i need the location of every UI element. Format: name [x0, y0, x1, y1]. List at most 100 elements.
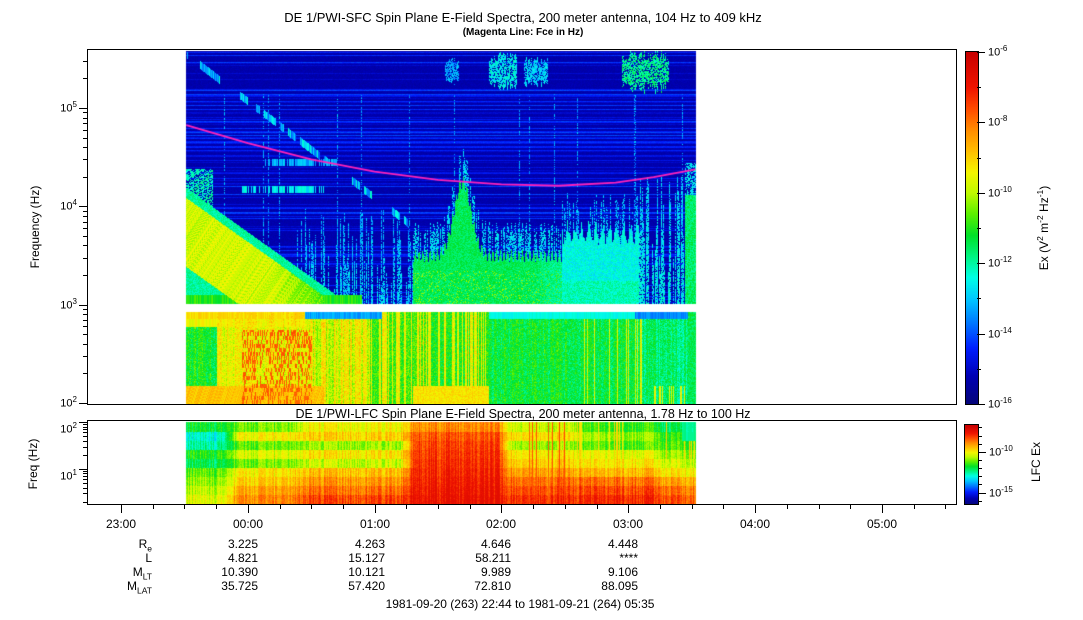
ephemeris-value: 10.121	[348, 565, 385, 579]
sfc-title: DE 1/PWI-SFC Spin Plane E-Field Spectra,…	[284, 10, 762, 25]
time-tick-minor	[945, 505, 946, 509]
time-tick-major	[628, 505, 629, 513]
lfc-cbar-tick-minor	[978, 460, 982, 461]
sfc-ytick-minor	[83, 309, 88, 310]
sfc-cbar-tick-minor	[977, 158, 981, 159]
ephemeris-value: 57.420	[348, 579, 385, 593]
time-tick-label: 02:00	[485, 517, 517, 531]
sfc-cbar-tick-label: 10-6	[988, 44, 1008, 59]
sfc-cbar-tick-label: 10-10	[988, 185, 1012, 200]
time-tick-label: 04:00	[739, 517, 771, 531]
time-tick-minor	[184, 505, 185, 509]
sfc-ytick-major	[79, 108, 88, 109]
time-tick-minor	[280, 505, 281, 509]
lfc-cbar-tick-label: 10-15	[989, 485, 1013, 500]
sfc-ytick-minor	[83, 314, 88, 315]
sfc-cbar-tick-label: 10-16	[988, 396, 1012, 411]
ephemeris-value: 72.810	[474, 579, 511, 593]
time-tick-minor	[470, 505, 471, 509]
time-tick-label: 01:00	[359, 517, 391, 531]
lfc-ytick-minor	[83, 436, 88, 437]
lfc-cbar-tick-minor	[978, 501, 982, 502]
lfc-ytick-minor	[83, 488, 88, 489]
sfc-ytick-minor	[83, 222, 88, 223]
sfc-colorbar-label: Ex (V2 m-2 Hz-1)	[1035, 185, 1051, 271]
sfc-cbar-tick-label: 10-8	[988, 114, 1008, 129]
lfc-y-axis-label: Freq (Hz)	[26, 438, 40, 490]
lfc-cbar-tick-minor	[978, 444, 982, 445]
ephemeris-value: 4.263	[354, 537, 385, 551]
sfc-ytick-label: 103	[60, 297, 77, 312]
ephemeris-value: 4.821	[227, 551, 258, 565]
sfc-ytick-minor	[83, 326, 88, 327]
lfc-colorbar-canvas	[965, 425, 978, 504]
lfc-ytick-minor	[83, 427, 88, 428]
sfc-cbar-tick-major	[977, 404, 985, 405]
lfc-cbar-tick-label: 10-10	[989, 444, 1013, 459]
time-tick-major	[248, 505, 249, 513]
sfc-ytick-minor	[83, 228, 88, 229]
lfc-ytick-label: 101	[60, 468, 77, 483]
lfc-ytick-minor	[83, 424, 88, 425]
lfc-cbar-tick-minor	[978, 484, 982, 485]
lfc-ytick-minor	[83, 479, 88, 480]
sfc-ytick-minor	[83, 245, 88, 246]
sfc-ytick-minor	[83, 123, 88, 124]
ephemeris-value: 15.127	[348, 551, 385, 565]
sfc-cbar-tick-major	[977, 263, 985, 264]
lfc-ytick-minor	[83, 471, 88, 472]
time-tick-minor	[343, 505, 344, 509]
ephemeris-value: 35.725	[221, 579, 258, 593]
sfc-ytick-label: 105	[60, 100, 77, 115]
sfc-cbar-tick-minor	[977, 228, 981, 229]
sfc-ytick-minor	[83, 61, 88, 62]
sfc-ytick-label: 104	[60, 198, 77, 213]
ephemeris-value: 10.390	[221, 565, 258, 579]
time-tick-major	[121, 505, 122, 513]
sfc-ytick-minor	[83, 112, 88, 113]
lfc-cbar-tick-minor	[978, 476, 982, 477]
sfc-colorbar-canvas	[966, 52, 978, 404]
time-tick-label: 23:00	[105, 517, 137, 531]
time-tick-minor	[565, 505, 566, 509]
ephemeris-value: 88.095	[601, 579, 638, 593]
lfc-ytick-major	[79, 422, 88, 423]
lfc-ytick-minor	[83, 473, 88, 474]
ephemeris-value: 3.225	[227, 537, 258, 551]
ephemeris-value: 9.989	[480, 565, 511, 579]
sfc-cbar-tick-minor	[977, 369, 981, 370]
lfc-ytick-minor	[83, 447, 88, 448]
sfc-ytick-minor	[83, 258, 88, 259]
sfc-cbar-tick-major	[977, 334, 985, 335]
ephemeris-value: 4.448	[607, 537, 638, 551]
time-tick-minor	[819, 505, 820, 509]
lfc-ytick-major	[79, 469, 88, 470]
ephemeris-row-label: MLAT	[127, 579, 152, 596]
time-tick-minor	[850, 505, 851, 509]
time-tick-label: 00:00	[232, 517, 264, 531]
time-tick-minor	[438, 505, 439, 509]
ephemeris-row-label: L	[145, 551, 152, 565]
sfc-ytick-minor	[83, 78, 88, 79]
sfc-subtitle: (Magenta Line: Fce in Hz)	[462, 27, 584, 38]
ephemeris-value: ****	[619, 551, 638, 565]
lfc-colorbar-label: LFC Ex	[1029, 441, 1043, 483]
sfc-ytick-minor	[83, 334, 88, 335]
lfc-cbar-tick-minor	[978, 427, 982, 428]
sfc-ytick-minor	[83, 118, 88, 119]
lfc-cbar-tick-minor	[978, 436, 982, 437]
sfc-ytick-minor	[83, 147, 88, 148]
lfc-spectrogram-canvas	[88, 421, 956, 504]
time-tick-minor	[597, 505, 598, 509]
lfc-ytick-minor	[83, 429, 88, 430]
time-tick-major	[755, 505, 756, 513]
sfc-ytick-minor	[83, 177, 88, 178]
sfc-ytick-major	[79, 305, 88, 306]
time-tick-major	[882, 505, 883, 513]
lfc-ytick-minor	[83, 483, 88, 484]
sfc-spectrogram-canvas	[88, 50, 956, 404]
sfc-cbar-tick-label: 10-14	[988, 326, 1012, 341]
ephemeris-value: 58.211	[475, 551, 511, 565]
sfc-ytick-minor	[83, 159, 88, 160]
sfc-cbar-tick-label: 10-12	[988, 255, 1012, 270]
